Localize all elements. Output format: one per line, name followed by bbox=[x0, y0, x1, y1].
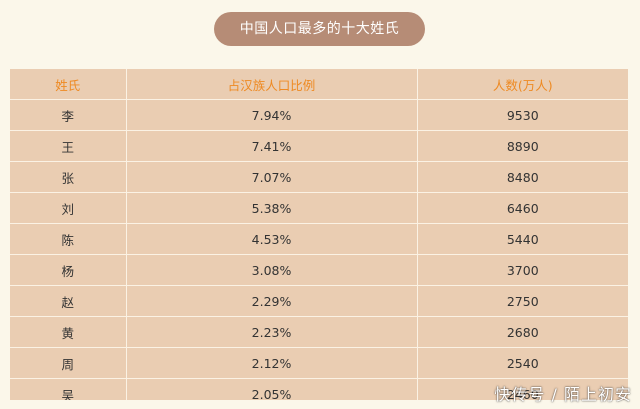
percentage-cell: 2.23% bbox=[126, 316, 418, 348]
percentage-cell: 4.53% bbox=[126, 223, 418, 255]
percentage-cell: 7.41% bbox=[126, 130, 418, 162]
table-row: 黄 2.23% 2680 bbox=[10, 316, 628, 348]
percentage-cell: 7.94% bbox=[126, 99, 418, 131]
population-cell: 2680 bbox=[417, 316, 628, 348]
surname-table: 姓氏 占汉族人口比例 人数(万人) 李 7.94% 9530 王 7.41% 8… bbox=[10, 69, 628, 400]
percentage-cell: 2.12% bbox=[126, 347, 418, 379]
population-cell: 2750 bbox=[417, 285, 628, 317]
population-cell: 6460 bbox=[417, 192, 628, 224]
page-title: 中国人口最多的十大姓氏 bbox=[214, 12, 425, 46]
table-row: 李 7.94% 9530 bbox=[10, 99, 628, 131]
population-cell: 9530 bbox=[417, 99, 628, 131]
percentage-cell: 7.07% bbox=[126, 161, 418, 193]
population-cell: 2460 bbox=[417, 378, 628, 400]
header-population: 人数(万人) bbox=[417, 69, 628, 100]
header-surname: 姓氏 bbox=[10, 69, 127, 100]
population-cell: 8480 bbox=[417, 161, 628, 193]
table-row: 陈 4.53% 5440 bbox=[10, 223, 628, 255]
population-cell: 3700 bbox=[417, 254, 628, 286]
surname-cell: 黄 bbox=[10, 316, 127, 348]
surname-cell: 张 bbox=[10, 161, 127, 193]
percentage-cell: 2.05% bbox=[126, 378, 418, 400]
header-row: 姓氏 占汉族人口比例 人数(万人) bbox=[10, 69, 628, 100]
table-row: 杨 3.08% 3700 bbox=[10, 254, 628, 286]
percentage-cell: 5.38% bbox=[126, 192, 418, 224]
table-row: 赵 2.29% 2750 bbox=[10, 285, 628, 317]
surname-cell: 刘 bbox=[10, 192, 127, 224]
surname-cell: 李 bbox=[10, 99, 127, 131]
population-cell: 2540 bbox=[417, 347, 628, 379]
data-table: 姓氏 占汉族人口比例 人数(万人) 李 7.94% 9530 王 7.41% 8… bbox=[10, 69, 628, 400]
watermark: 快传号 / 陌上初安 bbox=[494, 385, 632, 404]
population-cell: 5440 bbox=[417, 223, 628, 255]
surname-cell: 赵 bbox=[10, 285, 127, 317]
surname-cell: 王 bbox=[10, 130, 127, 162]
table-row: 刘 5.38% 6460 bbox=[10, 192, 628, 224]
table-row: 周 2.12% 2540 bbox=[10, 347, 628, 379]
header-percentage: 占汉族人口比例 bbox=[126, 69, 418, 100]
table-row: 张 7.07% 8480 bbox=[10, 161, 628, 193]
surname-cell: 吴 bbox=[10, 378, 127, 400]
percentage-cell: 2.29% bbox=[126, 285, 418, 317]
surname-cell: 周 bbox=[10, 347, 127, 379]
percentage-cell: 3.08% bbox=[126, 254, 418, 286]
table-row: 王 7.41% 8890 bbox=[10, 130, 628, 162]
surname-cell: 陈 bbox=[10, 223, 127, 255]
surname-cell: 杨 bbox=[10, 254, 127, 286]
table-row: 吴 2.05% 2460 bbox=[10, 378, 628, 400]
population-cell: 8890 bbox=[417, 130, 628, 162]
